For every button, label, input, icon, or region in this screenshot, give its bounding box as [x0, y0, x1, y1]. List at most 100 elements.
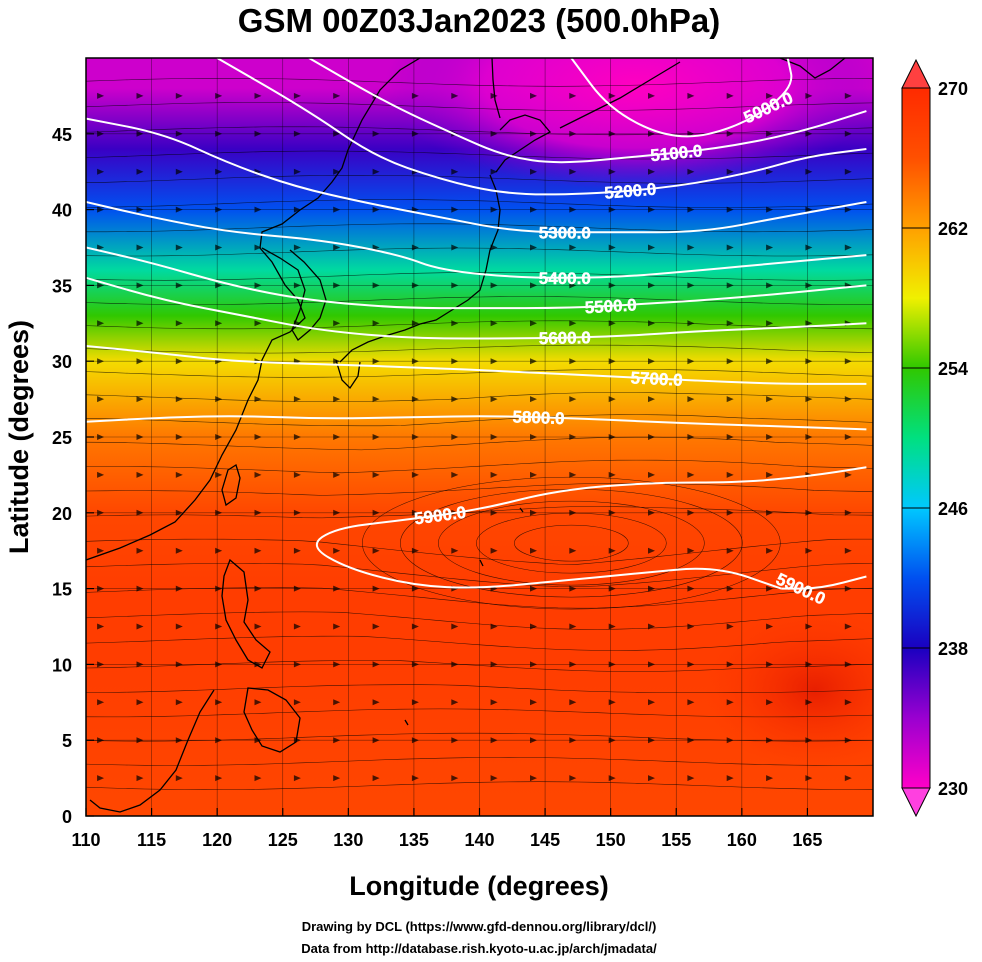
wind-arrowhead [254, 92, 262, 99]
height-contour-5600 [86, 276, 867, 340]
wind-arrowhead [411, 661, 419, 668]
wind-arrowhead [293, 471, 301, 478]
wind-arrowhead [608, 206, 616, 213]
wind-arrowhead [372, 661, 380, 668]
wind-arrowhead [569, 206, 577, 213]
wind-arrowhead [490, 396, 498, 403]
wind-arrowhead [805, 282, 813, 289]
wind-arrowhead [215, 92, 223, 99]
wind-arrowhead [530, 471, 537, 478]
wind-arrowhead [97, 509, 105, 516]
wind-arrowhead [490, 92, 498, 99]
wind-arrowhead [136, 775, 144, 782]
wind-arrowhead [411, 471, 419, 478]
x-tick-label: 165 [792, 830, 822, 850]
wind-arrowhead [372, 509, 380, 516]
wind-arrowhead [175, 320, 183, 327]
wind-arrowhead [805, 206, 813, 213]
streamline-anticyclone [514, 524, 629, 562]
wind-arrowhead [175, 358, 183, 365]
wind-arrowhead [608, 320, 616, 327]
wind-arrowhead [451, 358, 459, 365]
wind-arrowhead [766, 168, 774, 175]
wind-arrowhead [530, 358, 537, 365]
wind-arrowhead [136, 92, 144, 99]
wind-arrowhead [490, 206, 498, 213]
wind-arrowhead [451, 737, 459, 744]
colorbar-tick-label: 238 [938, 639, 968, 659]
wind-arrowhead [490, 130, 498, 137]
coast-japan-kyushu [335, 359, 361, 390]
wind-arrowhead [530, 661, 537, 668]
wind-arrowhead [844, 206, 852, 213]
wind-arrowhead [687, 471, 695, 478]
wind-arrowhead [333, 168, 341, 175]
wind-arrowhead [293, 206, 301, 213]
y-tick-label: 35 [52, 276, 72, 296]
wind-arrowhead [490, 699, 498, 706]
streamline [86, 506, 873, 519]
wind-arrowhead [530, 168, 537, 175]
x-tick-label: 140 [464, 830, 494, 850]
wind-arrowhead [490, 168, 498, 175]
wind-arrowhead [805, 358, 813, 365]
wind-arrowhead [254, 699, 262, 706]
wind-arrowhead [569, 547, 577, 554]
wind-arrowhead [687, 92, 695, 99]
wind-arrowhead [372, 471, 380, 478]
wind-arrowhead [608, 168, 616, 175]
wind-arrowhead [766, 471, 774, 478]
wind-arrowhead [136, 434, 144, 440]
wind-arrowhead [333, 130, 341, 137]
wind-arrowhead [490, 623, 498, 630]
wind-arrowhead [215, 585, 223, 592]
wind-arrowhead [254, 396, 262, 403]
wind-arrowhead [687, 244, 695, 251]
wind-arrowhead [805, 434, 813, 440]
wind-arrowhead [411, 623, 419, 630]
streamline [86, 708, 873, 718]
wind-arrowhead [648, 206, 655, 213]
wind-arrowhead [451, 661, 459, 668]
contour-label: 5700.0 [630, 368, 683, 390]
x-tick-label: 125 [268, 830, 298, 850]
coast-japan-honshu [339, 174, 501, 363]
wind-arrowhead [648, 282, 655, 289]
streamline [86, 436, 873, 451]
streamline [86, 369, 873, 378]
wind-arrowhead [451, 282, 459, 289]
wind-arrowhead [333, 585, 341, 592]
streamline [86, 757, 873, 766]
wind-arrowhead [530, 434, 537, 440]
x-tick-label: 120 [202, 830, 232, 850]
wind-arrowhead [805, 509, 813, 516]
wind-arrowhead [293, 396, 301, 403]
height-contour-5900 [781, 575, 867, 590]
wind-arrowhead [97, 396, 105, 403]
wind-arrowhead [97, 92, 105, 99]
wind-arrowhead [411, 585, 419, 592]
wind-arrowhead [648, 699, 655, 706]
wind-arrowhead [569, 699, 577, 706]
wind-arrowhead [569, 396, 577, 403]
wind-arrowhead [726, 244, 734, 251]
wind-arrowhead [372, 775, 380, 782]
x-tick-label: 130 [333, 830, 363, 850]
contour-label: 5200.0 [604, 180, 657, 203]
wind-arrowhead [648, 509, 655, 516]
wind-arrowhead [687, 434, 695, 440]
wind-arrowhead [333, 320, 341, 327]
wind-arrowhead [215, 623, 223, 630]
wind-arrowhead [175, 699, 183, 706]
wind-arrowhead [293, 737, 301, 744]
wind-arrowhead [254, 623, 262, 630]
wind-arrowhead [844, 130, 852, 137]
colorbar-tick-label: 230 [938, 779, 968, 799]
wind-arrowhead [530, 585, 537, 592]
y-axis-label: Latitude (degrees) [4, 320, 34, 554]
streamline [86, 459, 873, 474]
x-axis-ticks: 110 115 120 125 130 135 140 145 150 155 160 165 [71, 808, 822, 850]
wind-arrowhead [254, 661, 262, 668]
wind-arrowhead [530, 130, 537, 137]
coast-asia-mainland [86, 58, 421, 561]
